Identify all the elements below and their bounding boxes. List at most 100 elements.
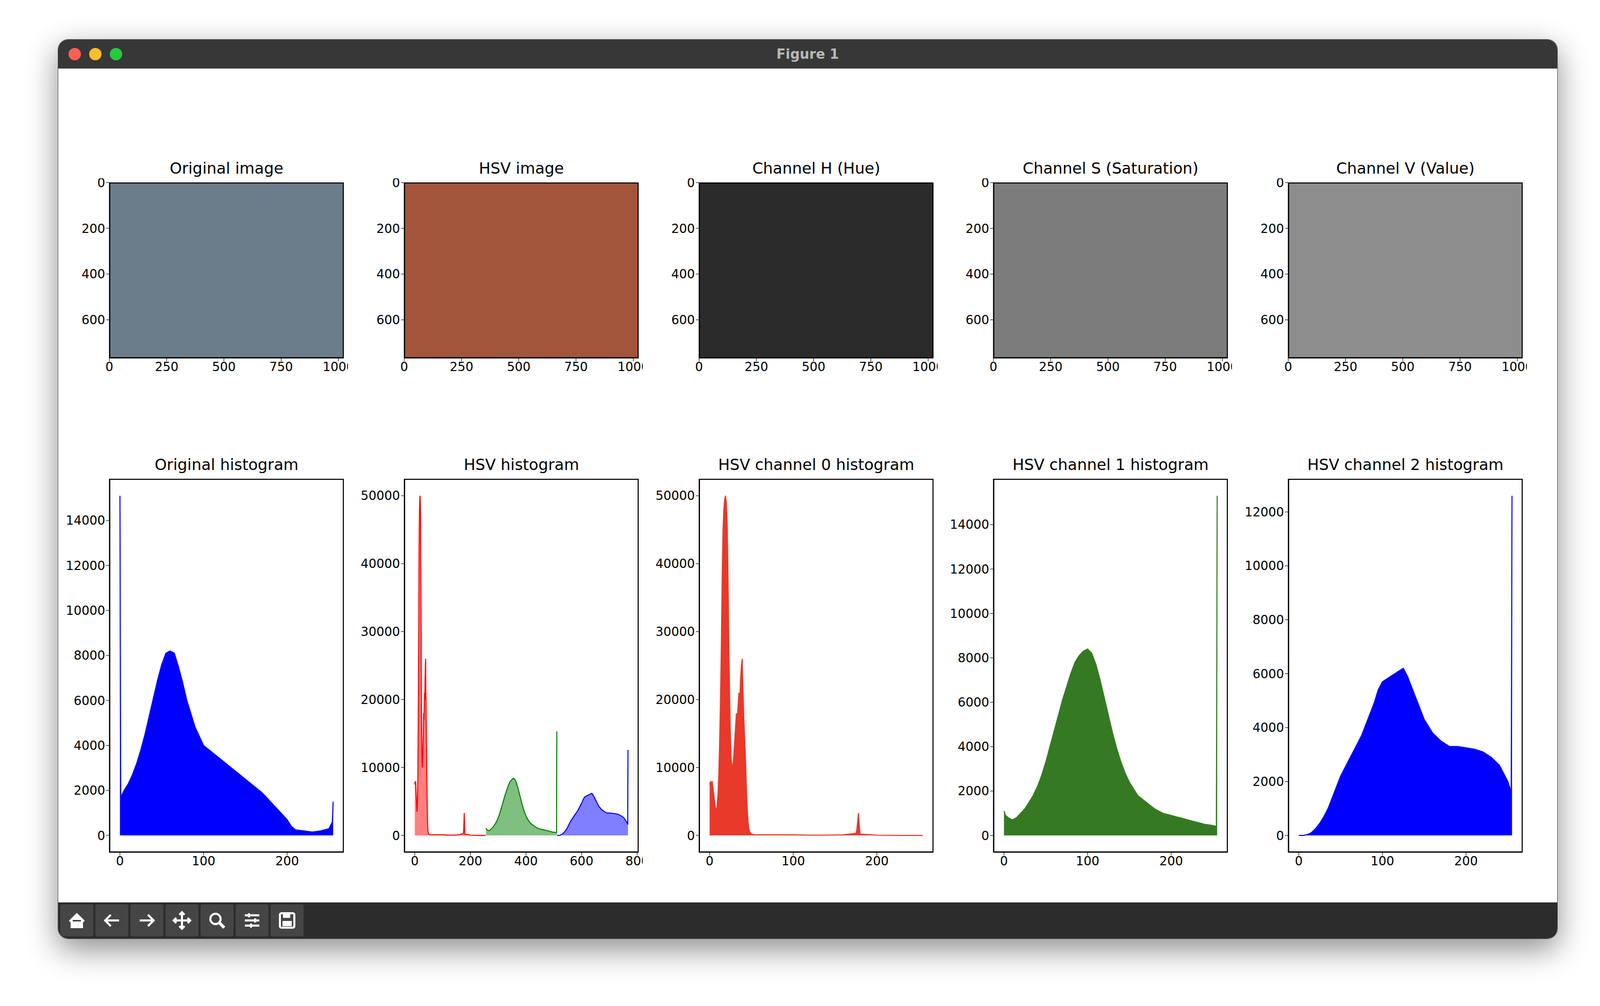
svg-text:200: 200	[1260, 221, 1285, 237]
svg-text:200: 200	[458, 854, 483, 869]
svg-text:100: 100	[1075, 854, 1100, 869]
svg-text:500: 500	[1095, 359, 1120, 375]
svg-text:20000: 20000	[655, 692, 695, 708]
svg-text:250: 250	[744, 359, 769, 375]
svg-text:10000: 10000	[360, 760, 400, 776]
svg-text:30000: 30000	[655, 624, 695, 640]
svg-text:8000: 8000	[957, 651, 990, 666]
svg-text:600: 600	[569, 854, 594, 869]
svg-text:1000: 1000	[1206, 359, 1232, 375]
svg-text:500: 500	[506, 359, 531, 375]
svg-text:250: 250	[449, 359, 474, 375]
svg-text:250: 250	[1038, 359, 1063, 375]
svg-text:14000: 14000	[65, 513, 106, 528]
svg-text:10000: 10000	[65, 603, 106, 619]
svg-text:600: 600	[671, 312, 695, 328]
svg-text:250: 250	[154, 359, 179, 375]
svg-text:2000: 2000	[1252, 774, 1285, 790]
svg-text:250: 250	[1333, 359, 1358, 375]
svg-text:8000: 8000	[1252, 612, 1285, 628]
svg-text:200: 200	[671, 221, 695, 237]
svg-text:500: 500	[211, 359, 236, 375]
svg-text:800: 800	[625, 854, 643, 869]
svg-text:2000: 2000	[957, 784, 990, 799]
svg-text:0: 0	[1276, 828, 1285, 844]
svg-text:1000: 1000	[912, 359, 938, 375]
svg-text:8000: 8000	[73, 648, 106, 663]
svg-text:400: 400	[376, 267, 400, 282]
svg-text:0: 0	[695, 359, 704, 375]
svg-text:14000: 14000	[950, 517, 990, 532]
svg-text:400: 400	[1260, 267, 1285, 282]
svg-text:200: 200	[1159, 854, 1183, 869]
svg-text:0: 0	[392, 178, 400, 191]
svg-text:6000: 6000	[73, 693, 106, 709]
html-text:Channel H (Hue): Channel H (Hue)	[752, 159, 881, 178]
svg-text:0: 0	[981, 178, 990, 191]
svg-text:12000: 12000	[65, 558, 106, 574]
html-text:Original image: Original image	[169, 159, 284, 178]
svg-text:200: 200	[275, 854, 299, 869]
svg-text:10000: 10000	[655, 760, 695, 776]
svg-text:0: 0	[687, 828, 695, 844]
svg-text:20000: 20000	[360, 692, 400, 708]
svg-text:10000: 10000	[950, 606, 990, 622]
svg-text:750: 750	[564, 359, 589, 375]
svg-text:0: 0	[705, 854, 714, 869]
svg-text:4000: 4000	[957, 739, 990, 755]
svg-text:600: 600	[376, 312, 400, 328]
svg-text:0: 0	[687, 178, 695, 191]
svg-text:750: 750	[269, 359, 294, 375]
svg-text:200: 200	[81, 221, 106, 237]
svg-text:750: 750	[1153, 359, 1178, 375]
svg-text:1000: 1000	[322, 359, 348, 375]
svg-text:400: 400	[513, 854, 538, 869]
svg-text:40000: 40000	[360, 556, 400, 572]
svg-text:200: 200	[376, 221, 400, 237]
svg-text:400: 400	[671, 267, 695, 282]
svg-text:0: 0	[989, 359, 998, 375]
svg-text:200: 200	[965, 221, 990, 237]
svg-text:100: 100	[1370, 854, 1395, 869]
svg-text:10000: 10000	[1244, 558, 1285, 574]
svg-text:0: 0	[115, 854, 124, 869]
html-text:HSV image: HSV image	[478, 159, 564, 178]
svg-text:400: 400	[81, 267, 106, 282]
svg-text:6000: 6000	[1252, 667, 1285, 682]
svg-text:50000: 50000	[655, 488, 695, 504]
svg-text:750: 750	[859, 359, 883, 375]
svg-text:100: 100	[191, 854, 216, 869]
svg-text:0: 0	[97, 828, 106, 844]
svg-text:750: 750	[1448, 359, 1473, 375]
svg-text:0: 0	[981, 828, 990, 844]
svg-text:0: 0	[1294, 854, 1303, 869]
svg-text:400: 400	[965, 267, 990, 282]
svg-text:0: 0	[1276, 178, 1285, 191]
svg-text:0: 0	[1000, 854, 1008, 869]
svg-text:600: 600	[81, 312, 106, 328]
svg-text:200: 200	[1454, 854, 1478, 869]
svg-text:50000: 50000	[360, 488, 400, 504]
svg-text:600: 600	[1260, 312, 1285, 328]
svg-text:100: 100	[781, 854, 806, 869]
svg-text:0: 0	[392, 828, 400, 844]
svg-text:0: 0	[97, 178, 106, 191]
svg-text:0: 0	[400, 359, 409, 375]
svg-text:40000: 40000	[655, 556, 695, 572]
svg-text:1000: 1000	[617, 359, 643, 375]
svg-text:0: 0	[410, 854, 419, 869]
svg-text:4000: 4000	[73, 738, 106, 754]
svg-text:6000: 6000	[957, 695, 990, 710]
svg-text:500: 500	[801, 359, 826, 375]
svg-text:2000: 2000	[73, 783, 106, 798]
svg-text:200: 200	[864, 854, 889, 869]
svg-text:30000: 30000	[360, 624, 400, 640]
svg-text:12000: 12000	[950, 562, 990, 577]
svg-text:4000: 4000	[1252, 720, 1285, 736]
svg-text:1000: 1000	[1501, 359, 1527, 375]
svg-text:500: 500	[1390, 359, 1415, 375]
svg-text:0: 0	[1284, 359, 1293, 375]
svg-text:12000: 12000	[1244, 505, 1285, 520]
svg-text:0: 0	[105, 359, 114, 375]
svg-text:600: 600	[965, 312, 990, 328]
